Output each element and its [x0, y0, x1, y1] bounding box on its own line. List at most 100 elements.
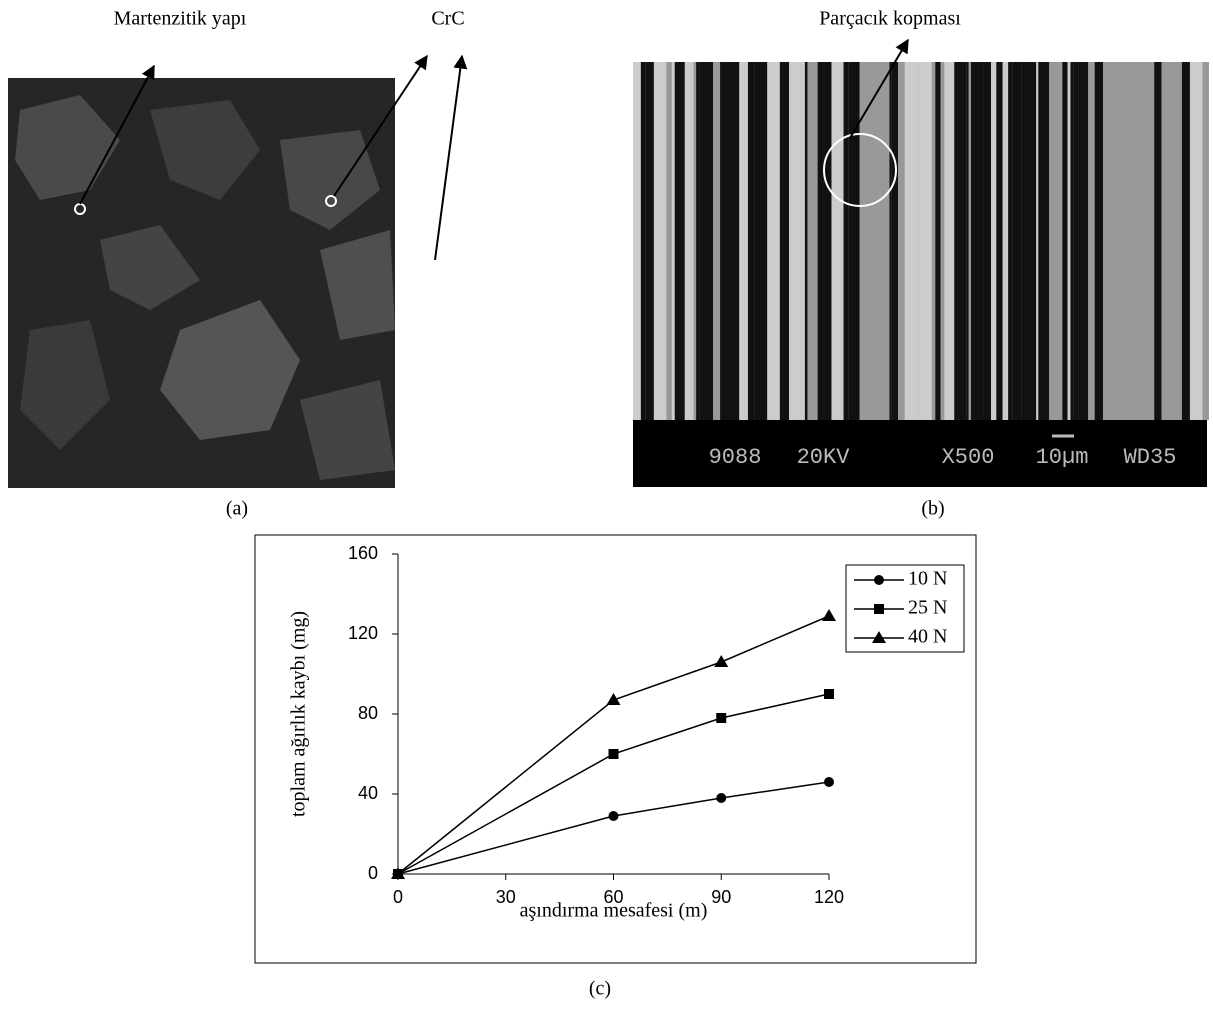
stripe [1062, 62, 1068, 420]
legend-label: 40 N [908, 626, 947, 648]
micrograph-a [8, 78, 440, 488]
y-axis-label: toplam ağırlık kaybı (mg) [288, 611, 310, 817]
stripe [1049, 62, 1063, 420]
stripe [1161, 62, 1176, 420]
stripe [1073, 62, 1079, 420]
marker [824, 777, 834, 787]
label: CrC [431, 8, 464, 30]
stripe [935, 62, 941, 420]
stripe [1094, 62, 1104, 420]
marker [716, 793, 727, 803]
stripe [898, 62, 905, 420]
caption: (b) [921, 498, 944, 520]
series-line [397, 781, 830, 875]
x-tick-label: 60 [603, 887, 623, 907]
stripe [944, 62, 955, 420]
micrograph-b [633, 62, 1209, 420]
sem-text: WD35 [1124, 445, 1177, 470]
stripe [666, 62, 672, 420]
stripe [1128, 62, 1141, 420]
stripe [966, 62, 969, 420]
stripe [1189, 62, 1203, 420]
stripe [747, 62, 755, 420]
sem-text: X500 [942, 445, 995, 470]
legend-label: 10 N [908, 568, 947, 590]
stripe [983, 62, 991, 420]
stripe [864, 62, 879, 420]
stripe [990, 62, 997, 420]
arrow [849, 38, 909, 139]
stripe [970, 62, 984, 420]
y-tick-label: 160 [348, 543, 378, 563]
stripe [725, 62, 740, 420]
stripe [671, 62, 675, 420]
stripe [909, 62, 917, 420]
stripe [699, 62, 714, 420]
stripe [1008, 62, 1013, 420]
stripe [1012, 62, 1022, 420]
x-axis-label: aşındırma mesafesi (m) [520, 900, 708, 922]
highlight [823, 133, 897, 207]
stripe [904, 62, 910, 420]
stripe [720, 62, 726, 420]
stripe [744, 62, 748, 420]
stripe [1181, 62, 1190, 420]
stripe [800, 62, 805, 420]
stripe [739, 62, 745, 420]
stripe [919, 62, 932, 420]
stripe [848, 62, 860, 420]
x-tick-label: 0 [393, 887, 403, 907]
stripe [653, 62, 667, 420]
legend-marker [874, 604, 884, 614]
marker [716, 713, 727, 723]
stripe [1114, 62, 1122, 420]
stripe [916, 62, 920, 420]
stripe [1002, 62, 1009, 420]
sem-text: 9088 [709, 445, 762, 470]
x-tick-label: 90 [711, 887, 731, 907]
stripe [1028, 62, 1037, 420]
stripe [645, 62, 654, 420]
legend-label: 25 N [908, 597, 947, 619]
stripe [1070, 62, 1074, 420]
stripe [684, 62, 694, 420]
marker [391, 867, 405, 879]
marker [608, 749, 619, 759]
stripe [1078, 62, 1089, 420]
stripe [878, 62, 890, 420]
stripe [831, 62, 844, 420]
legend-marker [874, 575, 884, 585]
stripe [1021, 62, 1029, 420]
stripe [640, 62, 646, 420]
stripe [931, 62, 936, 420]
arrows-a [79, 54, 468, 261]
stripe [713, 62, 721, 420]
stripe [674, 62, 685, 420]
stripe [1140, 62, 1155, 420]
label: Martenzitik yapı [114, 8, 247, 30]
legend-marker [872, 631, 886, 643]
y-tick-label: 0 [368, 863, 378, 883]
stripe [843, 62, 849, 420]
marker [606, 693, 621, 705]
stripe [1103, 62, 1107, 420]
stripe [1121, 62, 1129, 420]
stripe [859, 62, 865, 420]
marker [608, 811, 619, 821]
stripe [1106, 62, 1115, 420]
stripe [779, 62, 790, 420]
y-tick-label: 120 [348, 623, 378, 643]
stripe [1154, 62, 1162, 420]
sem-text: 10µm [1036, 445, 1089, 470]
stripe [1202, 62, 1209, 420]
stripe [1036, 62, 1039, 420]
stripe [891, 62, 899, 420]
stripe [817, 62, 824, 420]
stripe [1088, 62, 1095, 420]
marker [824, 689, 834, 699]
stripe [767, 62, 780, 420]
stripe [807, 62, 818, 420]
stripe [823, 62, 832, 420]
marker [714, 655, 729, 667]
